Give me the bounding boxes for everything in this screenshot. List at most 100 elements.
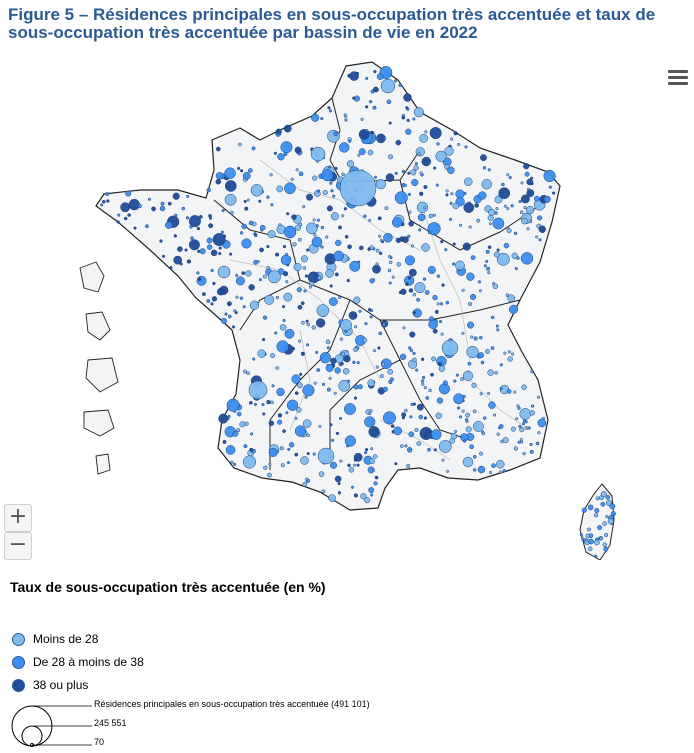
map-bubble xyxy=(387,368,394,375)
map-bubble xyxy=(481,431,486,436)
map-bubble xyxy=(353,458,358,462)
map-bubble xyxy=(311,113,320,122)
map-bubble xyxy=(340,319,352,332)
map-bubble xyxy=(305,343,310,347)
map-bubble xyxy=(401,169,406,174)
map-bubble xyxy=(430,372,434,377)
map-bubble xyxy=(346,160,355,168)
map-bubble xyxy=(369,458,376,465)
map-bubble xyxy=(365,129,369,133)
map-bubble xyxy=(294,391,299,396)
map-bubble xyxy=(527,426,531,430)
map-bubble xyxy=(421,375,426,380)
map-bubble xyxy=(594,554,598,558)
map-bubble xyxy=(300,301,305,306)
map-bubble xyxy=(372,86,379,93)
map-bubble xyxy=(372,454,378,459)
map-bubble xyxy=(190,236,194,240)
map-bubble xyxy=(506,173,510,177)
map-bubble xyxy=(487,245,492,249)
map-bubble xyxy=(384,206,389,211)
map-bubble xyxy=(400,444,404,448)
map-bubble xyxy=(435,150,447,162)
map-bubble xyxy=(367,247,371,252)
legend-item-mid[interactable]: De 28 à moins de 38 xyxy=(12,655,144,669)
map-bubble xyxy=(308,285,312,289)
zoom-out-button[interactable]: − xyxy=(4,532,32,560)
map-bubble xyxy=(373,175,378,179)
map-bubble xyxy=(404,408,408,413)
map-bubble xyxy=(360,493,367,500)
map-bubble xyxy=(364,497,371,504)
map-bubble xyxy=(294,416,298,420)
map-bubble xyxy=(321,382,326,386)
map-bubble xyxy=(605,515,609,519)
map-bubble xyxy=(414,427,419,433)
map-bubble xyxy=(600,501,606,507)
map-bubble xyxy=(521,422,526,426)
map-bubble xyxy=(498,424,504,429)
map-bubble xyxy=(259,247,264,253)
guyane-outline xyxy=(85,357,119,393)
map-bubble xyxy=(275,252,280,257)
map-bubble xyxy=(302,266,307,270)
map-bubble xyxy=(519,438,523,442)
map-bubble xyxy=(388,234,392,238)
map-bubble xyxy=(537,418,547,428)
map-bubble xyxy=(505,293,510,297)
map-bubble xyxy=(610,511,616,517)
map-bubble xyxy=(306,248,310,252)
map-bubble xyxy=(330,189,334,193)
zoom-in-button[interactable]: + xyxy=(4,504,32,532)
map-bubble xyxy=(439,302,444,306)
map-bubble xyxy=(358,309,362,313)
legend-item-high[interactable]: 38 ou plus xyxy=(12,678,88,692)
map-bubble xyxy=(586,527,591,532)
map-bubble xyxy=(250,432,254,436)
map-bubble xyxy=(173,234,178,238)
hamburger-menu-icon[interactable] xyxy=(668,70,688,88)
map-bubble xyxy=(464,145,468,149)
map-bubble xyxy=(248,400,253,405)
map-bubble xyxy=(487,168,491,172)
map-bubble xyxy=(306,452,310,456)
map-bubble xyxy=(325,235,329,239)
map-bubble xyxy=(394,171,398,175)
map-bubble xyxy=(485,348,491,354)
map-bubble xyxy=(186,194,190,198)
map-bubble xyxy=(328,297,338,306)
map-bubble xyxy=(502,437,509,444)
map-bubble xyxy=(356,361,360,365)
map-bubble xyxy=(462,370,474,381)
map-canvas[interactable] xyxy=(0,55,694,560)
map-bubble xyxy=(340,361,344,366)
map-bubble xyxy=(266,244,270,249)
map-bubble xyxy=(587,546,593,552)
map-bubble xyxy=(332,194,336,198)
map-bubble xyxy=(237,166,241,170)
map-bubble xyxy=(375,365,379,369)
map-bubble xyxy=(427,231,432,235)
map-bubble xyxy=(478,289,482,293)
map-bubble xyxy=(339,337,344,341)
map-bubble xyxy=(258,278,262,282)
legend-item-low[interactable]: Moins de 28 xyxy=(12,632,98,646)
map-bubble xyxy=(349,260,361,272)
map-bubble xyxy=(499,470,503,474)
map-bubble xyxy=(258,199,262,203)
map-bubble xyxy=(507,356,513,362)
map-bubble xyxy=(224,312,228,316)
map-bubble xyxy=(404,255,415,266)
map-bubble xyxy=(579,533,583,537)
map-bubble xyxy=(353,347,358,353)
map-bubble xyxy=(199,248,206,255)
map-bubble xyxy=(321,169,334,182)
map-bubble xyxy=(521,384,527,390)
map-bubble xyxy=(382,136,387,140)
map-bubble xyxy=(284,182,296,195)
map-bubble xyxy=(552,191,556,195)
map-bubble xyxy=(461,288,465,292)
map-bubble xyxy=(525,205,535,215)
map-bubble xyxy=(224,167,236,179)
map-bubble xyxy=(428,388,432,393)
